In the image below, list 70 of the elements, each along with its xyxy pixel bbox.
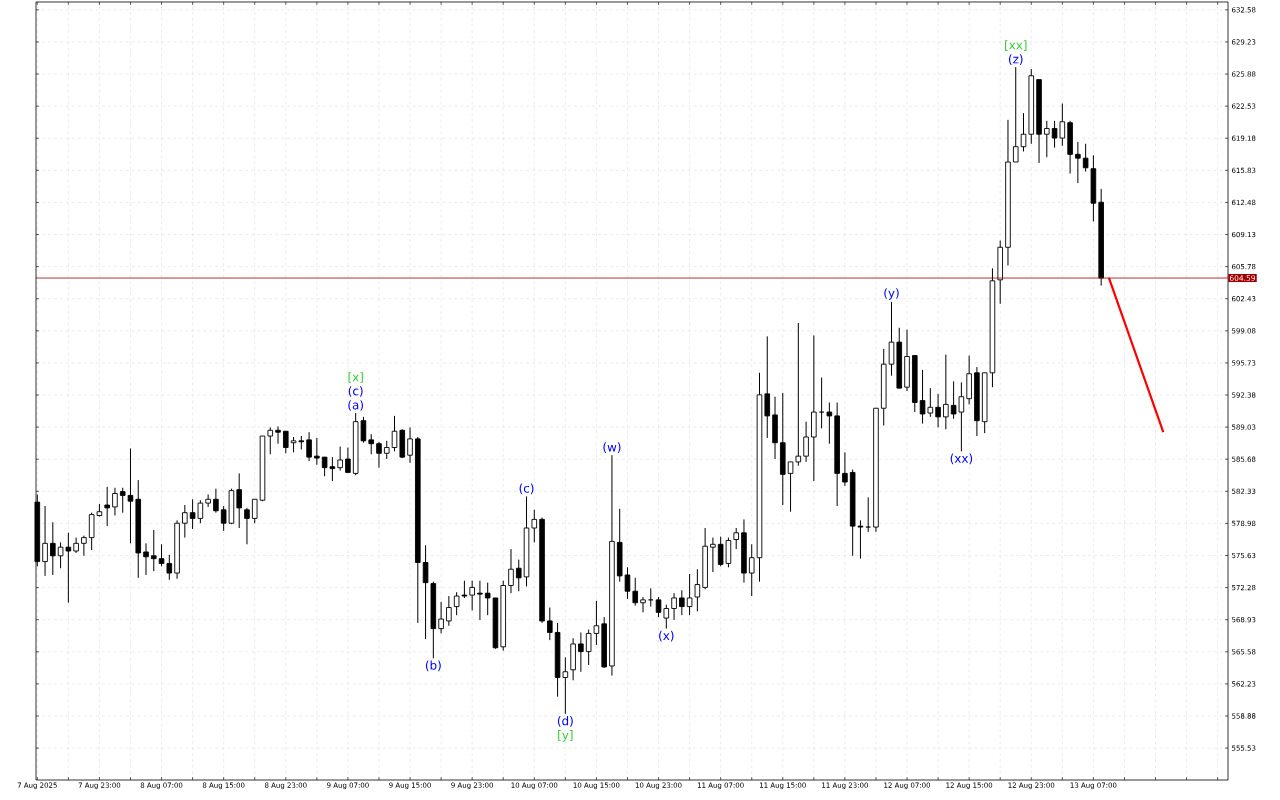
candlestick: [671, 592, 677, 621]
candlestick: [943, 354, 949, 430]
candlestick: [213, 488, 219, 514]
candlestick: [888, 301, 895, 377]
candlestick: [446, 595, 452, 627]
annotation: (d): [557, 716, 573, 727]
candlestick: [508, 548, 514, 594]
annotation: [x]: [348, 372, 363, 383]
annotation: (c): [519, 483, 534, 495]
annotation: (x): [659, 630, 674, 642]
candlestick: [818, 377, 825, 429]
annotation: (c): [348, 386, 363, 397]
candlestick: [151, 529, 157, 572]
candlestick: [748, 543, 755, 597]
annotation: (b): [425, 660, 441, 672]
candlestick: [515, 559, 522, 592]
candlestick: [647, 587, 654, 608]
annotation: (y): [884, 288, 899, 300]
annotation: (a): [348, 400, 363, 411]
candlestick: [679, 589, 685, 616]
candlestick: [104, 486, 110, 527]
candlestick: [469, 580, 475, 611]
candlestick: [182, 504, 188, 539]
candlestick: [244, 507, 250, 545]
candlestick: [1012, 66, 1019, 163]
annotation: (z): [1008, 54, 1023, 65]
candlestick: [935, 393, 941, 428]
candlestick: [1082, 143, 1089, 173]
candlestick: [632, 577, 639, 607]
candlestick: [803, 421, 809, 463]
candlestick: [383, 440, 390, 460]
candlestick: [578, 631, 584, 673]
candlestick: [283, 430, 289, 454]
annotation: (xx): [950, 453, 973, 465]
candlestick: [865, 496, 872, 533]
candlestick: [826, 402, 833, 445]
candlestick: [1044, 120, 1050, 158]
candlestick: [407, 426, 413, 464]
candlestick: [236, 472, 242, 529]
candlestick: [306, 431, 312, 462]
candlestick: [81, 535, 87, 557]
candlestick: [251, 498, 258, 524]
candlestick: [345, 447, 351, 473]
candlestick: [547, 607, 553, 641]
candlestick: [733, 527, 739, 550]
candlestick: [640, 596, 646, 613]
candlestick: [337, 446, 343, 472]
candlestick: [267, 426, 274, 455]
candlestick: [842, 451, 848, 487]
candlestick: [314, 437, 320, 466]
candlestick: [119, 487, 126, 514]
candlestick: [438, 601, 444, 634]
candlestick: [376, 441, 382, 469]
candlestick: [710, 537, 716, 573]
candlestick: [205, 493, 211, 508]
candlestick: [143, 542, 149, 576]
candlestick: [531, 509, 538, 543]
candlestick: [275, 425, 281, 445]
candlestick: [422, 544, 429, 640]
candlestick: [368, 433, 374, 455]
candlestick: [1075, 141, 1081, 184]
candlestick: [42, 505, 48, 577]
annotation: (w): [603, 442, 621, 453]
candlestick: [112, 487, 118, 517]
candlestick: [127, 447, 134, 544]
annotation: [y]: [558, 730, 573, 742]
candlestick: [764, 335, 771, 439]
annotation: [xx]: [1005, 40, 1027, 51]
candlestick: [477, 580, 483, 621]
candlestick: [50, 521, 56, 576]
